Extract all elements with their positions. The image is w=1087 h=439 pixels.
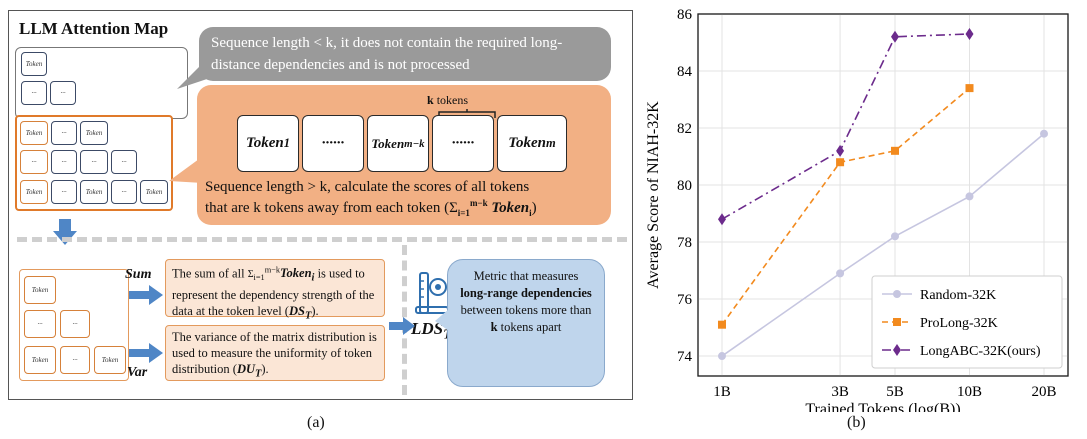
orange-note-line-1: Sequence length > k, calculate the score… (205, 179, 530, 195)
matrix-cell: ··· (50, 81, 76, 105)
data-point (717, 213, 726, 226)
data-point (965, 27, 974, 40)
y-tick-label: 82 (677, 121, 692, 137)
token-box: Token 1 (237, 115, 299, 172)
var-description: The variance of the matrix distribution … (165, 325, 385, 381)
legend-box (871, 275, 1063, 369)
y-tick-label: 84 (677, 64, 693, 80)
short-sequence-note: Sequence length < k, it does not contain… (199, 27, 611, 81)
matrix-cell: ··· (60, 346, 90, 374)
matrix-cell: Token (140, 180, 168, 204)
x-axis-label: Trained Tokens (log(B)) (805, 401, 960, 412)
matrix-cell: ··· (80, 150, 108, 174)
x-tick-label: 20B (1032, 384, 1057, 400)
y-tick-label: 76 (677, 292, 693, 308)
legend-label: ProLong-32K (920, 316, 998, 331)
data-point (890, 232, 899, 241)
matrix-cell: Token (24, 276, 56, 304)
caption-a: (a) (307, 414, 325, 431)
legend-marker (893, 318, 901, 326)
legend-marker (893, 344, 901, 356)
matrix-cell: ··· (111, 180, 137, 204)
metric-description: Metric that measures long-range dependen… (447, 259, 605, 387)
short-sequence-matrix: Token ··· ··· (15, 47, 188, 119)
matrix-cell: Token (20, 121, 48, 145)
x-tick-label: 5B (886, 384, 904, 400)
data-point (836, 158, 845, 167)
matrix-cell: ··· (51, 121, 77, 145)
panel-a-title: LLM Attention Map (19, 19, 169, 38)
matrix-cell: Token (24, 346, 56, 374)
long-sequence-matrix: Token ··· Token ··· ··· ··· ··· Token ··… (15, 115, 173, 211)
token-box: Token m−k (367, 115, 429, 172)
y-axis-label: Average Score of NIAH-32K (645, 101, 662, 289)
token-box: ······ (432, 115, 494, 172)
matrix-cell: Token (21, 52, 47, 76)
blue-box-pointer (435, 309, 449, 331)
data-point (717, 320, 726, 329)
data-point (717, 352, 726, 361)
ruler-gear-icon (415, 272, 449, 314)
section-divider (17, 237, 627, 242)
matrix-cell: Token (94, 346, 126, 374)
token-box: ······ (302, 115, 364, 172)
data-point (965, 84, 974, 93)
x-tick-label: 10B (957, 384, 982, 400)
legend-marker (893, 290, 901, 298)
x-tick-label: 1B (713, 384, 731, 400)
legend-label: Random-32K (920, 288, 996, 303)
matrix-cell: ··· (51, 150, 77, 174)
matrix-cell: ··· (21, 81, 47, 105)
matrix-cell: ··· (51, 180, 77, 204)
x-tick-label: 3B (831, 384, 849, 400)
matrix-cell: ··· (60, 310, 90, 338)
y-tick-label: 80 (677, 178, 692, 194)
right-arrow-icon (129, 343, 163, 363)
data-point (890, 30, 899, 43)
data-point (836, 144, 845, 157)
attention-matrix-lower: Token ··· ··· Token ··· Token (19, 269, 129, 381)
matrix-cell: ··· (20, 150, 48, 174)
right-arrow-icon (389, 317, 415, 335)
panel-a-diagram: LLM Attention Map Token ··· ··· Token ··… (8, 10, 633, 400)
legend-label: LongABC-32K(ours) (920, 344, 1041, 359)
data-point (1040, 129, 1049, 138)
caption-b: (b) (847, 414, 866, 431)
matrix-cell: ··· (24, 310, 56, 338)
matrix-cell: Token (20, 180, 48, 204)
sum-description: The sum of all Σi=1m−kTokeni is used to … (165, 259, 385, 321)
token-box: Token m (497, 115, 567, 172)
var-label: Var (127, 365, 148, 380)
data-point (890, 146, 899, 155)
right-arrow-icon (129, 285, 163, 305)
series-line (721, 87, 971, 326)
k-tokens-label: k tokens (427, 93, 469, 107)
matrix-cell: Token (80, 180, 108, 204)
orange-note-line-2: that are k tokens away from each token (… (205, 198, 537, 218)
y-tick-label: 74 (677, 349, 693, 365)
matrix-cell: Token (80, 121, 108, 145)
gray-bubble-pointer (177, 65, 207, 89)
matrix-cell: ··· (111, 150, 137, 174)
sum-label: Sum (125, 267, 152, 282)
down-arrow-icon (53, 219, 77, 245)
data-point (836, 269, 845, 278)
niah-chart: 74 76 78 80 82 84 86 1B 3B 5B 10B 20B Trained Tokens… (645, 7, 1069, 412)
y-tick-label: 78 (677, 235, 692, 251)
orange-bubble-pointer (169, 159, 203, 183)
plot-frame (697, 13, 1069, 377)
y-tick-label: 86 (677, 7, 693, 23)
data-point (965, 192, 974, 201)
